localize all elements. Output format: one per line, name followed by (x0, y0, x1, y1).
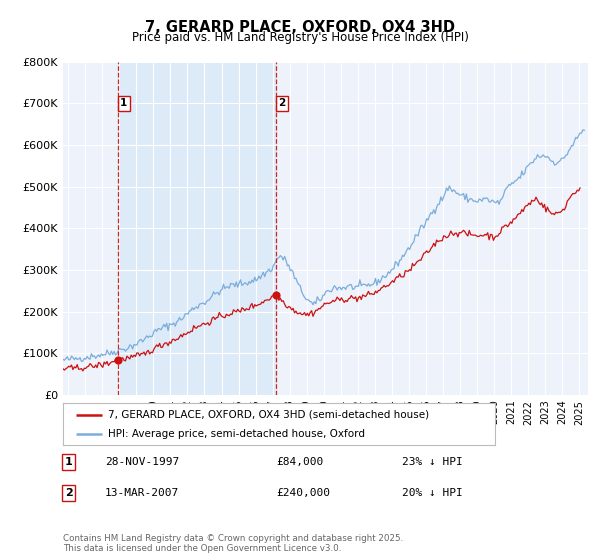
Point (113, 356, 122, 365)
Text: 13-MAR-2007: 13-MAR-2007 (105, 488, 179, 498)
Text: 7, GERARD PLACE, OXFORD, OX4 3HD: 7, GERARD PLACE, OXFORD, OX4 3HD (145, 20, 455, 35)
Text: £84,000: £84,000 (276, 457, 323, 467)
Text: 7, GERARD PLACE, OXFORD, OX4 3HD (semi-detached house): 7, GERARD PLACE, OXFORD, OX4 3HD (semi-d… (109, 409, 430, 419)
Text: HPI: Average price, semi-detached house, Oxford: HPI: Average price, semi-detached house,… (109, 429, 365, 439)
Text: £240,000: £240,000 (276, 488, 330, 498)
Text: 1: 1 (65, 457, 73, 467)
Text: Price paid vs. HM Land Registry's House Price Index (HPI): Price paid vs. HM Land Registry's House … (131, 31, 469, 44)
Text: 28-NOV-1997: 28-NOV-1997 (105, 457, 179, 467)
Text: 20% ↓ HPI: 20% ↓ HPI (402, 488, 463, 498)
Bar (118, 62, 276, 395)
Text: 2: 2 (65, 488, 73, 498)
Point (271, 291, 281, 300)
Text: 2: 2 (278, 98, 286, 108)
Text: 1: 1 (120, 98, 128, 108)
Text: 23% ↓ HPI: 23% ↓ HPI (402, 457, 463, 467)
Text: Contains HM Land Registry data © Crown copyright and database right 2025.
This d: Contains HM Land Registry data © Crown c… (63, 534, 403, 553)
